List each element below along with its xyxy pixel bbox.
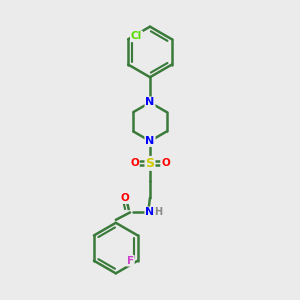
Text: Cl: Cl xyxy=(131,31,142,41)
Text: O: O xyxy=(120,193,129,203)
Text: O: O xyxy=(130,158,139,168)
Text: S: S xyxy=(146,157,154,170)
Text: N: N xyxy=(146,207,154,218)
Text: H: H xyxy=(154,207,162,218)
Text: N: N xyxy=(146,136,154,146)
Text: F: F xyxy=(127,256,134,266)
Text: N: N xyxy=(146,98,154,107)
Text: O: O xyxy=(161,158,170,168)
